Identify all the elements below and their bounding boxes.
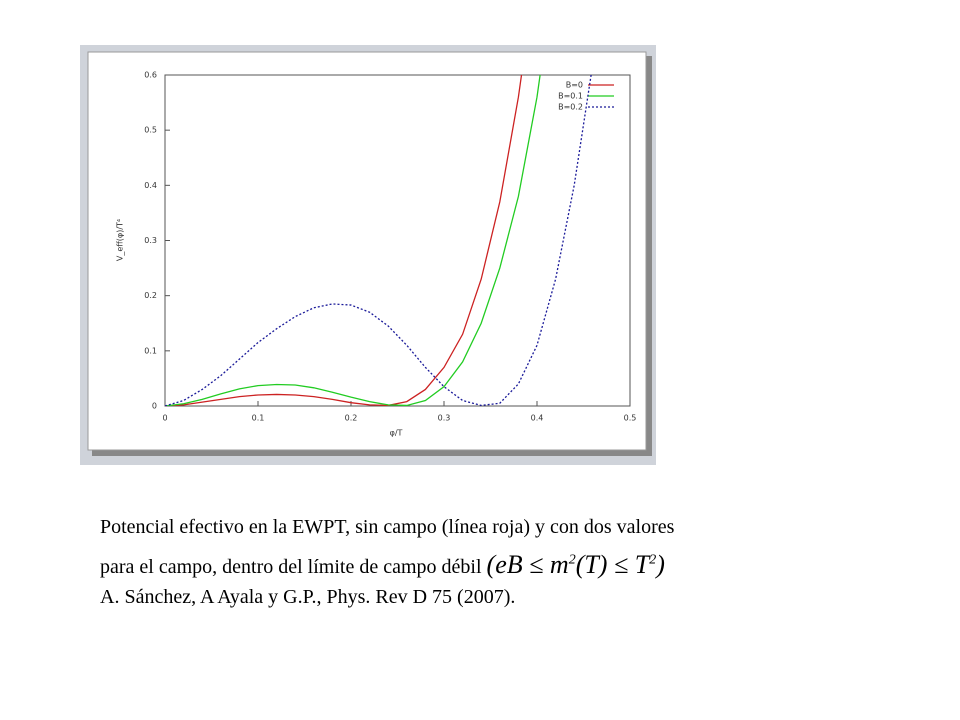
x-tick-label: 0 — [162, 414, 167, 423]
legend-label: B=0 — [566, 81, 583, 90]
series-line — [165, 75, 592, 406]
y-tick-label: 0.2 — [144, 291, 157, 300]
formula-part: 2 — [649, 552, 657, 568]
formula-part: ) — [656, 550, 665, 579]
formula-part: ≤ — [529, 550, 544, 579]
formula: (eB ≤ m2(T) ≤ T2) — [487, 550, 665, 579]
formula-part: m — [549, 550, 569, 579]
x-tick-label: 0.5 — [624, 414, 637, 423]
caption-text: para el campo, dentro del límite de camp… — [100, 556, 482, 578]
y-tick-label: 0.3 — [144, 236, 157, 245]
caption-line: A. Sánchez, A Ayala y G.P., Phys. Rev D … — [100, 586, 516, 608]
series-line — [165, 75, 523, 406]
chart: φ/T V_eff(φ)/T⁴ 0 0.1 0.2 0.3 0.4 0.5 0.6 0 0.1 0… — [80, 45, 656, 465]
formula-part: eB — [495, 550, 523, 579]
x-tick-label: 0.3 — [438, 414, 451, 423]
legend-label: B=0.2 — [558, 103, 583, 112]
x-tick-label: 0.1 — [252, 414, 265, 423]
y-tick-label: 0.6 — [144, 71, 157, 80]
formula-part: 2 — [568, 552, 576, 568]
x-tick-label: 0.4 — [531, 414, 544, 423]
y-tick-label: 0.5 — [144, 126, 157, 135]
formula-part: (T) — [575, 550, 608, 579]
formula-part: T — [634, 550, 650, 579]
y-tick-label: 0 — [152, 402, 157, 411]
formula-part: ( — [486, 550, 496, 579]
y-tick-label: 0.1 — [144, 346, 157, 355]
series-line — [165, 75, 541, 406]
caption-line: Potencial efectivo en la EWPT, sin campo… — [100, 516, 675, 538]
caption-line: para el campo, dentro del límite de camp… — [100, 550, 665, 580]
formula-part: ≤ — [613, 550, 629, 579]
x-tick-label: 0.2 — [345, 414, 358, 423]
y-axis-label: V_eff(φ)/T⁴ — [116, 219, 125, 261]
plot-background — [87, 51, 647, 451]
legend-label: B=0.1 — [558, 92, 583, 101]
y-tick-label: 0.4 — [144, 181, 157, 190]
x-axis-label: φ/T — [390, 429, 403, 438]
